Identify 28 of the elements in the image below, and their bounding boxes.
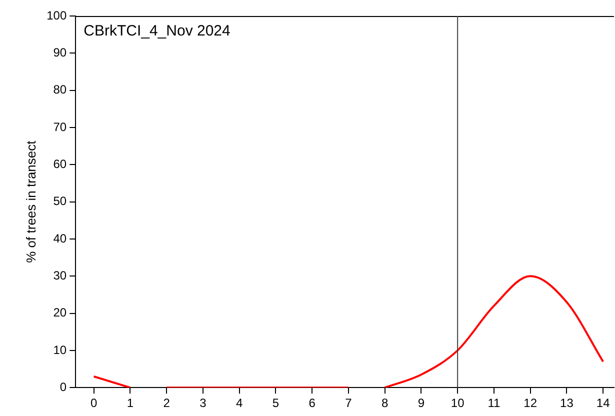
annotation: CBrkTCI_4_Nov 2024 (84, 22, 230, 40)
x-tick-label: 9 (418, 396, 425, 410)
x-tick-label: 8 (381, 396, 388, 410)
y-tick-label: 90 (53, 45, 67, 60)
x-tick-label: 13 (560, 396, 574, 410)
x-tick-label: 7 (345, 396, 352, 410)
y-tick-label: 10 (53, 342, 67, 357)
x-tick-label: 5 (272, 396, 280, 410)
x-tick-label: 11 (488, 396, 501, 410)
y-tick-label: 20 (53, 306, 67, 320)
y-tick-label: 60 (53, 156, 67, 171)
x-tick-label: 14 (596, 396, 610, 410)
x-tick-label: 12 (524, 396, 538, 410)
x-tick-label: 1 (126, 396, 134, 410)
y-axis-title: % of trees in transect (23, 140, 38, 263)
y-tick-label: 100 (46, 8, 67, 22)
x-tick-label: 2 (163, 396, 170, 410)
x-tick-label: 10 (450, 396, 465, 410)
y-tick-label: 80 (53, 82, 67, 97)
x-tick-label: 0 (90, 396, 98, 410)
y-tick-label: 30 (53, 268, 67, 282)
x-tick-label: 6 (308, 396, 316, 410)
x-tick-label: 3 (200, 396, 207, 410)
y-tick-label: 50 (53, 194, 67, 208)
y-tick-label: 70 (53, 120, 67, 134)
y-tick-label: 0 (60, 380, 67, 394)
x-tick-label: 4 (236, 396, 243, 410)
y-tick-label: 40 (53, 231, 67, 246)
